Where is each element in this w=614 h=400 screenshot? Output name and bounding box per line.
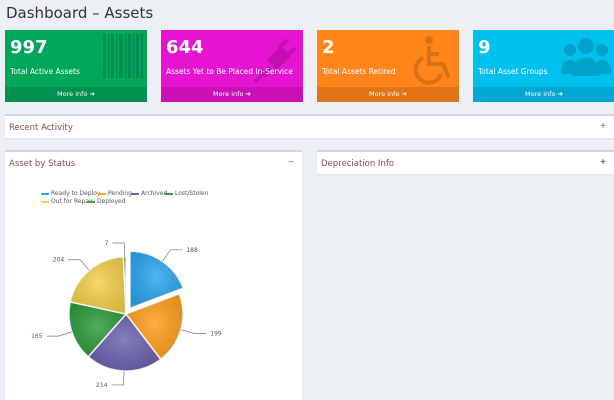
arrow-circle-right-icon: ➔	[401, 90, 407, 98]
stat-label: Total Active Assets	[10, 67, 80, 76]
more-info-link[interactable]: More info ➔	[5, 87, 147, 102]
stat-value: 644	[166, 37, 204, 58]
depreciation-info-panel: Depreciation Info +	[317, 150, 614, 174]
pie-leader-line	[162, 249, 183, 262]
pie-leader-line	[68, 259, 90, 271]
pie-data-label: 165	[31, 333, 43, 340]
more-info-link[interactable]: More info ➔	[473, 87, 614, 102]
more-info-link[interactable]: More info ➔	[317, 87, 459, 102]
panel-title: Asset by Status	[9, 159, 76, 169]
page-title: Dashboard – Assets	[6, 4, 154, 22]
stat-box-total-assets-retired: 2 Total Assets Retired More info ➔	[317, 30, 459, 102]
arrow-circle-right-icon: ➔	[557, 90, 563, 98]
legend-item[interactable]: Lost/Stolen	[165, 190, 208, 197]
expand-icon[interactable]: +	[600, 157, 606, 168]
legend-item[interactable]: Deployed	[87, 198, 126, 205]
pie-data-label: 188	[186, 247, 198, 254]
more-info-label: More info	[57, 90, 88, 98]
legend-label: Lost/Stolen	[175, 190, 209, 197]
legend-swatch	[98, 192, 106, 195]
more-info-label: More info	[369, 90, 400, 98]
pie-data-label: 7	[105, 240, 109, 247]
asset-by-status-panel: Asset by Status − Ready to Deploy Pending…	[5, 150, 302, 400]
legend-swatch	[41, 192, 49, 195]
barcode-icon	[103, 34, 143, 78]
legend-label: Ready to Deploy	[51, 190, 101, 197]
stat-value: 9	[478, 37, 491, 58]
pie-leader-line	[111, 370, 125, 386]
legend-swatch	[165, 192, 173, 195]
stat-value: 997	[10, 37, 48, 58]
recent-activity-panel: Recent Activity +	[5, 114, 614, 138]
pie-data-label: 204	[53, 257, 65, 264]
legend-swatch	[131, 192, 139, 195]
stat-box-assets-yet-to-be-placed: 644 Assets Yet to Be Placed In-Service M…	[161, 30, 303, 102]
pie-chart: 188 199 214 165 204 7	[31, 240, 222, 389]
users-icon	[561, 38, 611, 76]
pie-leader-line	[46, 331, 72, 337]
chart-legend: Ready to Deploy Pending Archived Lost/Stole…	[41, 190, 241, 208]
panel-title: Recent Activity	[9, 123, 73, 133]
pie-slice-shading	[88, 314, 161, 371]
legend-swatch	[87, 200, 95, 203]
more-info-label: More info	[525, 90, 556, 98]
pie-slice-shading	[123, 257, 126, 314]
plug-icon	[253, 38, 297, 84]
pie-slice-shading	[70, 257, 126, 314]
legend-label: Deployed	[97, 198, 126, 205]
stat-label: Total Assets Retired	[322, 67, 396, 76]
stat-label: Total Asset Groups	[478, 67, 548, 76]
stat-label: Assets Yet to Be Placed In-Service	[166, 67, 293, 76]
expand-icon[interactable]: +	[600, 121, 606, 132]
arrow-circle-right-icon: ➔	[245, 90, 251, 98]
pie-slice-shading	[69, 301, 126, 357]
stat-box-total-asset-groups: 9 Total Asset Groups More info ➔	[473, 30, 614, 102]
more-info-label: More info	[213, 90, 244, 98]
pie-leader-line	[112, 242, 126, 258]
legend-item[interactable]: Archived	[131, 190, 167, 197]
legend-item[interactable]: Out for Repair	[41, 198, 93, 205]
pie-data-label: 199	[210, 330, 222, 337]
legend-label: Archived	[141, 190, 168, 197]
legend-item[interactable]: Ready to Deploy	[41, 190, 100, 197]
more-info-link[interactable]: More info ➔	[161, 87, 303, 102]
pie-leader-line	[180, 329, 207, 334]
stat-value: 2	[322, 37, 335, 58]
pie-slice-shading	[126, 293, 183, 360]
wheelchair-icon	[413, 36, 451, 85]
legend-item[interactable]: Pending	[98, 190, 132, 197]
arrow-circle-right-icon: ➔	[89, 90, 95, 98]
collapse-icon[interactable]: −	[288, 157, 294, 168]
panel-title: Depreciation Info	[321, 159, 395, 169]
legend-label: Pending	[108, 190, 132, 197]
legend-label: Out for Repair	[51, 198, 94, 205]
stat-box-total-active-assets: 997 Total Active Assets More info ➔	[5, 30, 147, 102]
pie-slice-shading	[129, 251, 184, 309]
legend-swatch	[41, 200, 49, 203]
pie-data-label: 214	[96, 382, 108, 389]
